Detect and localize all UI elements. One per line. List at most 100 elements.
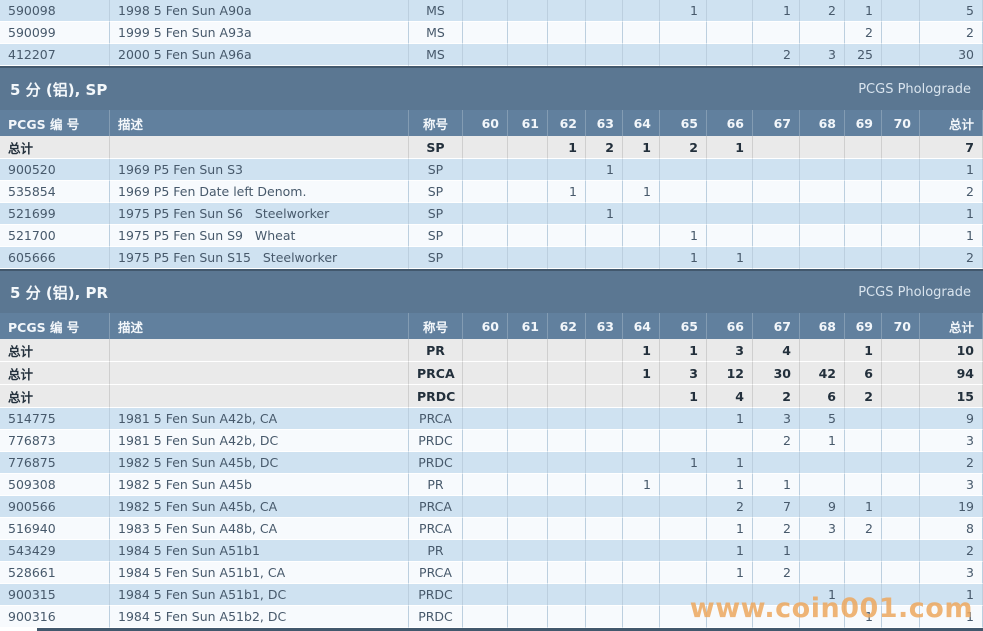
col-header-62: 62 xyxy=(548,110,586,136)
grade-60 xyxy=(463,247,508,269)
pcgs-number-link[interactable]: 900566 xyxy=(0,496,110,518)
pcgs-number-link[interactable]: 590099 xyxy=(0,22,110,44)
grade-64 xyxy=(623,44,660,66)
grade-67 xyxy=(753,181,800,203)
pcgs-number-link[interactable]: 590098 xyxy=(0,0,110,22)
grade-66: 2 xyxy=(707,496,753,518)
pcgs-number-link[interactable]: 900315 xyxy=(0,584,110,606)
grade-63 xyxy=(586,562,623,584)
designation: PR xyxy=(409,474,463,496)
pcgs-number-link[interactable]: 412207 xyxy=(0,44,110,66)
pcgs-number-link[interactable]: 776873 xyxy=(0,430,110,452)
col-header-68: 68 xyxy=(800,110,845,136)
pcgs-number-link[interactable]: 900316 xyxy=(0,606,110,628)
designation: PRDC xyxy=(409,452,463,474)
table-row: 521700 1975 P5 Fen Sun S9 Wheat SP 1 1 xyxy=(0,225,983,247)
pcgs-number-link[interactable]: 605666 xyxy=(0,247,110,269)
grade-69 xyxy=(845,159,882,181)
grade-63 xyxy=(586,408,623,430)
col-header-67: 67 xyxy=(753,110,800,136)
pcgs-number-link[interactable]: 514775 xyxy=(0,408,110,430)
pcgs-number-link[interactable]: 509308 xyxy=(0,474,110,496)
coin-description: 1981 5 Fen Sun A42b, DC xyxy=(110,430,409,452)
table-row: 776875 1982 5 Fen Sun A45b, DC PRDC 1 1 2 xyxy=(0,452,983,474)
grade-61 xyxy=(508,518,548,540)
grade-66 xyxy=(707,606,753,628)
grade-66 xyxy=(707,430,753,452)
pcgs-number-link[interactable]: 535854 xyxy=(0,181,110,203)
row-total: 2 xyxy=(920,540,983,562)
coin-description: 1981 5 Fen Sun A42b, CA xyxy=(110,408,409,430)
grade-68 xyxy=(800,225,845,247)
grade-62 xyxy=(548,203,586,225)
grade-68 xyxy=(800,247,845,269)
grade-67 xyxy=(753,225,800,247)
grade-62 xyxy=(548,430,586,452)
row-total: 1 xyxy=(920,203,983,225)
coin-description xyxy=(110,362,409,385)
grade-63 xyxy=(586,496,623,518)
grade-69: 6 xyxy=(845,362,882,385)
col-header-总计: 总计 xyxy=(920,110,983,136)
grade-60 xyxy=(463,452,508,474)
grade-61 xyxy=(508,0,548,22)
row-total: 1 xyxy=(920,606,983,628)
grade-70 xyxy=(882,0,920,22)
grade-61 xyxy=(508,408,548,430)
grade-67 xyxy=(753,203,800,225)
col-header-总计: 总计 xyxy=(920,313,983,339)
col-header-60: 60 xyxy=(463,313,508,339)
photograde-link[interactable]: PCGS Pholograde xyxy=(858,284,971,300)
photograde-link[interactable]: PCGS Pholograde xyxy=(858,81,971,97)
pcgs-number-link[interactable]: 543429 xyxy=(0,540,110,562)
col-header-64: 64 xyxy=(623,313,660,339)
coin-description: 1999 5 Fen Sun A93a xyxy=(110,22,409,44)
coin-description: 1983 5 Fen Sun A48b, CA xyxy=(110,518,409,540)
grade-64 xyxy=(623,247,660,269)
grade-70 xyxy=(882,247,920,269)
grade-60 xyxy=(463,430,508,452)
grade-69 xyxy=(845,562,882,584)
table-row: 412207 2000 5 Fen Sun A96a MS 2 3 25 30 xyxy=(0,44,983,66)
grade-65: 3 xyxy=(660,362,707,385)
grade-63 xyxy=(586,540,623,562)
grade-68: 1 xyxy=(800,430,845,452)
grade-60 xyxy=(463,339,508,362)
pcgs-number-link[interactable]: 900520 xyxy=(0,159,110,181)
col-header-description: 描述 xyxy=(110,313,409,339)
grade-68: 5 xyxy=(800,408,845,430)
coin-description: 1984 5 Fen Sun A51b1, CA xyxy=(110,562,409,584)
designation: SP xyxy=(409,136,463,159)
row-total: 9 xyxy=(920,408,983,430)
grade-62 xyxy=(548,225,586,247)
grade-60 xyxy=(463,540,508,562)
grade-69 xyxy=(845,584,882,606)
grade-61 xyxy=(508,181,548,203)
pcgs-number-link[interactable]: 776875 xyxy=(0,452,110,474)
pcgs-number-link[interactable]: 528661 xyxy=(0,562,110,584)
grade-66 xyxy=(707,44,753,66)
grade-70 xyxy=(882,362,920,385)
grade-60 xyxy=(463,203,508,225)
pcgs-number-link[interactable]: 521699 xyxy=(0,203,110,225)
designation: MS xyxy=(409,44,463,66)
grade-65: 1 xyxy=(660,339,707,362)
grade-68: 6 xyxy=(800,385,845,408)
grade-68 xyxy=(800,339,845,362)
pcgs-number-link[interactable]: 521700 xyxy=(0,225,110,247)
pcgs-number-link[interactable]: 516940 xyxy=(0,518,110,540)
table-row: 900315 1984 5 Fen Sun A51b1, DC PRDC 1 1 xyxy=(0,584,983,606)
grade-62 xyxy=(548,606,586,628)
grade-61 xyxy=(508,225,548,247)
col-header-63: 63 xyxy=(586,110,623,136)
section-title: 5 分 (铝), PR xyxy=(10,283,109,302)
grade-64 xyxy=(623,0,660,22)
grade-61 xyxy=(508,44,548,66)
col-header-62: 62 xyxy=(548,313,586,339)
grade-61 xyxy=(508,474,548,496)
coin-description: 1969 P5 Fen Date left Denom. xyxy=(110,181,409,203)
grade-63 xyxy=(586,0,623,22)
table-row: 528661 1984 5 Fen Sun A51b1, CA PRCA 1 2 3 xyxy=(0,562,983,584)
designation: MS xyxy=(409,22,463,44)
col-header-69: 69 xyxy=(845,313,882,339)
